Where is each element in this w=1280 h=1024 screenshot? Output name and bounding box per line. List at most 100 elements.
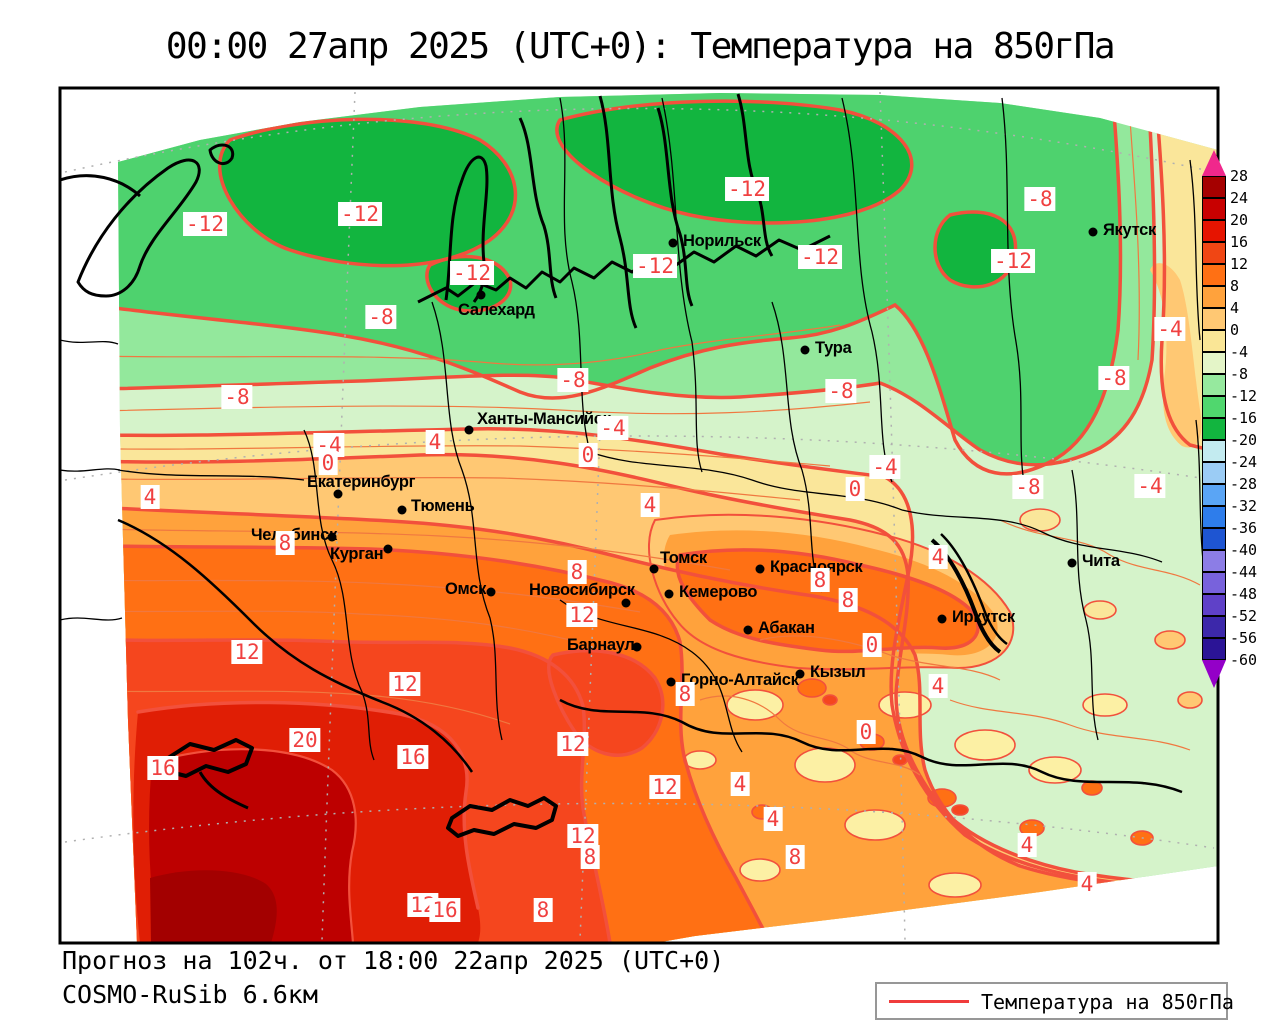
contours-minor	[118, 119, 1201, 776]
city-label: Салехард	[458, 301, 535, 319]
city-label: Барнаул	[567, 636, 635, 654]
city-label: Красноярск	[770, 558, 863, 576]
contour-value-label: 12	[231, 640, 263, 664]
contour-value-label: 0	[862, 633, 882, 657]
city-dot	[795, 669, 805, 679]
model-info: COSMO-RuSib 6.6км	[62, 980, 318, 1009]
contour-value-label: 12	[649, 775, 681, 799]
contour-value-label: 16	[147, 756, 179, 780]
page-title: 00:00 27апр 2025 (UTC+0): Температура на…	[165, 26, 1116, 67]
band-m16	[219, 119, 516, 266]
contour-value-label: 8	[838, 588, 858, 612]
contour-value-label: 12	[567, 824, 599, 848]
city-label: Екатеринбург	[307, 473, 416, 491]
temp-patch	[1028, 756, 1082, 784]
contour-value-label: 4	[928, 545, 948, 569]
contour-value-label: 8	[675, 682, 695, 706]
temp-patch	[844, 809, 906, 841]
city-label: Кызыл	[810, 663, 866, 681]
contour-value-label: 4	[763, 807, 783, 831]
city-dot	[649, 564, 659, 574]
contour-value-label: 0	[578, 443, 598, 467]
band-24	[150, 870, 277, 942]
temp-patch	[1154, 630, 1186, 650]
city-dot	[333, 489, 343, 499]
temp-patch	[1177, 691, 1203, 709]
temp-patch	[797, 678, 827, 698]
city-label: Тура	[815, 339, 852, 357]
city-label: Иркутск	[952, 608, 1015, 626]
contour-value-label: 8	[567, 560, 587, 584]
contour-value-label: -8	[221, 385, 253, 409]
city-dot	[743, 625, 753, 635]
city-dot	[937, 614, 947, 624]
city-label: Курган	[330, 545, 384, 563]
city-label: Ханты-Мансийск	[477, 410, 611, 428]
contour-value-label: 4	[425, 430, 445, 454]
contour-value-label: -12	[183, 212, 227, 236]
contour-value-label: 20	[289, 728, 321, 752]
patch-tan	[1150, 263, 1202, 448]
temp-patch	[954, 729, 1016, 761]
city-label: Новосибирск	[529, 581, 635, 599]
contour-value-label: -12	[798, 245, 842, 269]
contour-value-label: 8	[533, 898, 553, 922]
contour-value-label: 16	[429, 898, 461, 922]
contour-value-label: -12	[450, 261, 494, 285]
contour-value-label: -8	[365, 305, 397, 329]
contour-value-label: 0	[845, 477, 865, 501]
contour-value-label: -8	[557, 368, 589, 392]
city-dot	[666, 677, 676, 687]
graticule	[64, 91, 1215, 941]
city-dot	[800, 345, 810, 355]
contour-value-label: -12	[633, 254, 677, 278]
contour-value-label: -4	[1154, 317, 1186, 341]
contour-value-label: -8	[1098, 366, 1130, 390]
city-label: Кемерово	[679, 583, 758, 601]
city-dot	[1088, 227, 1098, 237]
contour-value-label: -4	[1134, 474, 1166, 498]
legend-label: Температура на 850гПа	[981, 990, 1234, 1014]
contour-value-label: 0	[318, 451, 338, 475]
contour-value-label: 4	[140, 485, 160, 509]
contour-value-label: -12	[338, 202, 382, 226]
city-dot	[621, 598, 631, 608]
city-dot	[668, 238, 678, 248]
contour-value-label: 4	[1077, 872, 1097, 896]
city-label: Тюмень	[411, 497, 475, 515]
contour-value-label: -8	[1012, 475, 1044, 499]
contour-value-label: 12	[389, 672, 421, 696]
city-dot	[383, 544, 393, 554]
city-label: Якутск	[1103, 221, 1156, 239]
city-dot	[632, 642, 642, 652]
contour-value-label: 16	[397, 745, 429, 769]
city-dot	[1067, 558, 1077, 568]
contour-value-label: 8	[275, 531, 295, 555]
contour-value-label: 4	[1017, 833, 1037, 857]
contour-value-label: -4	[869, 455, 901, 479]
contour-value-label: -8	[1024, 187, 1056, 211]
temp-patch	[951, 804, 969, 816]
contour-value-label: 8	[785, 845, 805, 869]
contour-value-label: 4	[928, 674, 948, 698]
city-label: Чита	[1082, 552, 1120, 570]
city-dot	[755, 564, 765, 574]
contour-value-label: -8	[825, 379, 857, 403]
contour-value-label: 8	[580, 845, 600, 869]
city-label: Омск	[445, 580, 487, 598]
contour-value-label: 0	[856, 720, 876, 744]
contour-value-label: 4	[730, 772, 750, 796]
city-dot	[664, 589, 674, 599]
legend-box: Температура на 850гПа	[875, 982, 1234, 1020]
contour-value-label: -12	[725, 177, 769, 201]
city-label: Абакан	[758, 619, 815, 637]
legend-line-sample	[889, 1000, 969, 1003]
city-label: Норильск	[683, 232, 761, 250]
city-label: Томск	[660, 549, 707, 567]
forecast-info: Прогноз на 102ч. от 18:00 22апр 2025 (UT…	[62, 946, 725, 975]
contour-value-label: 12	[566, 603, 598, 627]
contour-value-label: 12	[557, 732, 589, 756]
band-12-blob	[548, 650, 663, 756]
